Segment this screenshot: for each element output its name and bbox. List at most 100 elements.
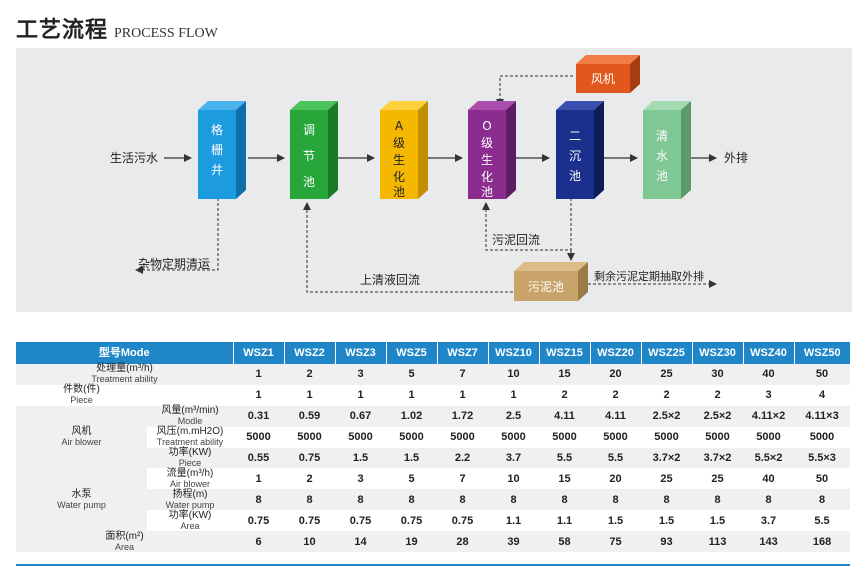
blower-label: 风机 — [591, 72, 615, 86]
table-row: 风机 Air blower 风量(m³/min) Modle 0.31 0.59 0.67 1… — [16, 405, 851, 469]
table-cell: 1 — [233, 384, 285, 406]
row-label-cn: 处理量(m³/h) — [96, 363, 153, 375]
table-cell: 5000 — [641, 426, 693, 448]
svg-text:二: 二 — [569, 129, 581, 143]
table-cell: 1.5 — [386, 447, 438, 469]
sludge-label: 污泥池 — [528, 280, 564, 294]
row-label: 风机 Air blower — [16, 405, 147, 469]
table-cell: 168 — [794, 531, 851, 553]
table-cell: 10 — [488, 468, 540, 490]
table-cell: 5000 — [284, 426, 336, 448]
row-label: 流量(m³/h) Air blower — [147, 467, 234, 490]
row-label-cn: 流量(m³/h) — [166, 467, 214, 479]
table-cell: 4.11×3 — [794, 405, 851, 427]
table-cell: 8 — [641, 489, 693, 511]
arrow-sludge-return — [482, 198, 572, 251]
page-title: 工艺流程 PROCESS FLOW — [16, 14, 218, 44]
table-cell: 8 — [386, 489, 438, 511]
row-label: 扬程(m) Water pump — [147, 488, 234, 511]
table-cell: 10 — [284, 531, 336, 553]
row-label-cn: 扬程(m) — [172, 488, 208, 500]
row-label-cn: 功率(KW) — [168, 447, 212, 458]
table-cell: 5000 — [437, 426, 489, 448]
table-cell: 15 — [539, 468, 591, 490]
model-col: WSZ3 — [335, 342, 387, 364]
table-cell: 0.75 — [284, 447, 336, 469]
table-cell: 1.1 — [539, 510, 591, 532]
model-col: WSZ25 — [641, 342, 693, 364]
box-grid-label-3: 井 — [211, 163, 223, 177]
box-settle: 二 沉 池 — [556, 101, 604, 199]
table-cell: 5.5 — [590, 447, 642, 469]
table-cell: 6 — [233, 531, 285, 553]
table-row: 面积(m²) Area 6 10 14 19 28 39 58 75 93 113 143 168 — [16, 531, 851, 553]
table-cell: 2.5×2 — [641, 405, 693, 427]
table-cell: 2 — [539, 384, 591, 406]
process-flow-panel: 格 栅 井 调 节 池 A 级 生 化 池 O 级 生 — [16, 48, 852, 312]
model-col: WSZ5 — [386, 342, 438, 364]
row-label: 风压(m.mH2O) Treatment ability — [147, 427, 234, 448]
output-label: 外排 — [724, 151, 748, 165]
arrow-blower-o — [496, 75, 573, 107]
process-flow-diagram: 格 栅 井 调 节 池 A 级 生 化 池 O 级 生 — [110, 55, 748, 301]
table-cell: 20 — [590, 364, 642, 385]
spec-table: 型号Mode WSZ1 WSZ2 WSZ3 WSZ5 WSZ7 WSZ10 WS… — [16, 342, 851, 553]
table-cell: 8 — [233, 489, 285, 511]
svg-text:调: 调 — [303, 123, 315, 137]
table-cell: 8 — [794, 489, 851, 511]
table-cell: 2.5 — [488, 405, 540, 427]
table-cell: 1.5 — [335, 447, 387, 469]
table-cell: 8 — [590, 489, 642, 511]
table-cell: 5000 — [794, 426, 851, 448]
svg-text:O: O — [482, 119, 491, 133]
table-cell: 0.75 — [437, 510, 489, 532]
table-cell: 8 — [335, 489, 387, 511]
table-cell: 0.75 — [335, 510, 387, 532]
table-cell: 8 — [284, 489, 336, 511]
table-cell: 1 — [488, 384, 540, 406]
row-label: 水泵 Water pump — [16, 468, 147, 532]
table-cell: 0.59 — [284, 405, 336, 427]
table-cell: 1 — [335, 384, 387, 406]
box-grid: 格 栅 井 — [198, 101, 246, 199]
table-cell: 5.5×3 — [794, 447, 851, 469]
table-cell: 5000 — [488, 426, 540, 448]
sludge-return-note: 污泥回流 — [492, 233, 540, 247]
model-col: WSZ40 — [743, 342, 795, 364]
table-cell: 5000 — [335, 426, 387, 448]
table-cell: 8 — [539, 489, 591, 511]
table-cell: 5000 — [233, 426, 285, 448]
table-cell: 50 — [794, 364, 851, 385]
table-cell: 30 — [692, 364, 744, 385]
model-col: WSZ20 — [590, 342, 642, 364]
table-cell: 2.5×2 — [692, 405, 744, 427]
table-cell: 4.11 — [590, 405, 642, 427]
row-label-cn: 水泵 — [71, 488, 92, 500]
table-cell: 25 — [641, 364, 693, 385]
table-cell: 93 — [641, 531, 693, 553]
box-o-stage: O 级 生 化 池 — [468, 101, 516, 199]
table-cell: 1.5 — [641, 510, 693, 532]
table-cell: 28 — [437, 531, 489, 553]
model-col: WSZ15 — [539, 342, 591, 364]
row-label-en: Treatment ability — [91, 374, 158, 385]
row-label-en: Piece — [70, 395, 93, 406]
model-col: WSZ7 — [437, 342, 489, 364]
header-model-label: 型号Mode — [16, 342, 234, 364]
arrow-supernatant — [303, 202, 513, 293]
table-cell: 14 — [335, 531, 387, 553]
table-cell: 19 — [386, 531, 438, 553]
dashed-flow-lines — [135, 75, 717, 293]
row-label-en: Modle — [177, 416, 203, 427]
table-row: 功率(KW) Area 0.75 0.75 0.75 0.75 0.75 1.1 1.1 1.5 1… — [16, 510, 851, 532]
table-cell: 1.72 — [437, 405, 489, 427]
table-row: 水泵 Water pump 流量(m³/h) Air blower 1 2 3 5 7 10 15 2… — [16, 467, 851, 532]
model-col: WSZ10 — [488, 342, 540, 364]
table-row: 扬程(m) Water pump 8 8 8 8 8 8 8 8 8 8 8 8 — [16, 488, 851, 511]
model-col: WSZ30 — [692, 342, 744, 364]
table-cell: 10 — [488, 364, 540, 385]
row-label: 面积(m²) Area — [16, 531, 234, 553]
table-cell: 1.5 — [692, 510, 744, 532]
title-english: PROCESS FLOW — [114, 26, 218, 41]
svg-text:池: 池 — [656, 169, 668, 183]
